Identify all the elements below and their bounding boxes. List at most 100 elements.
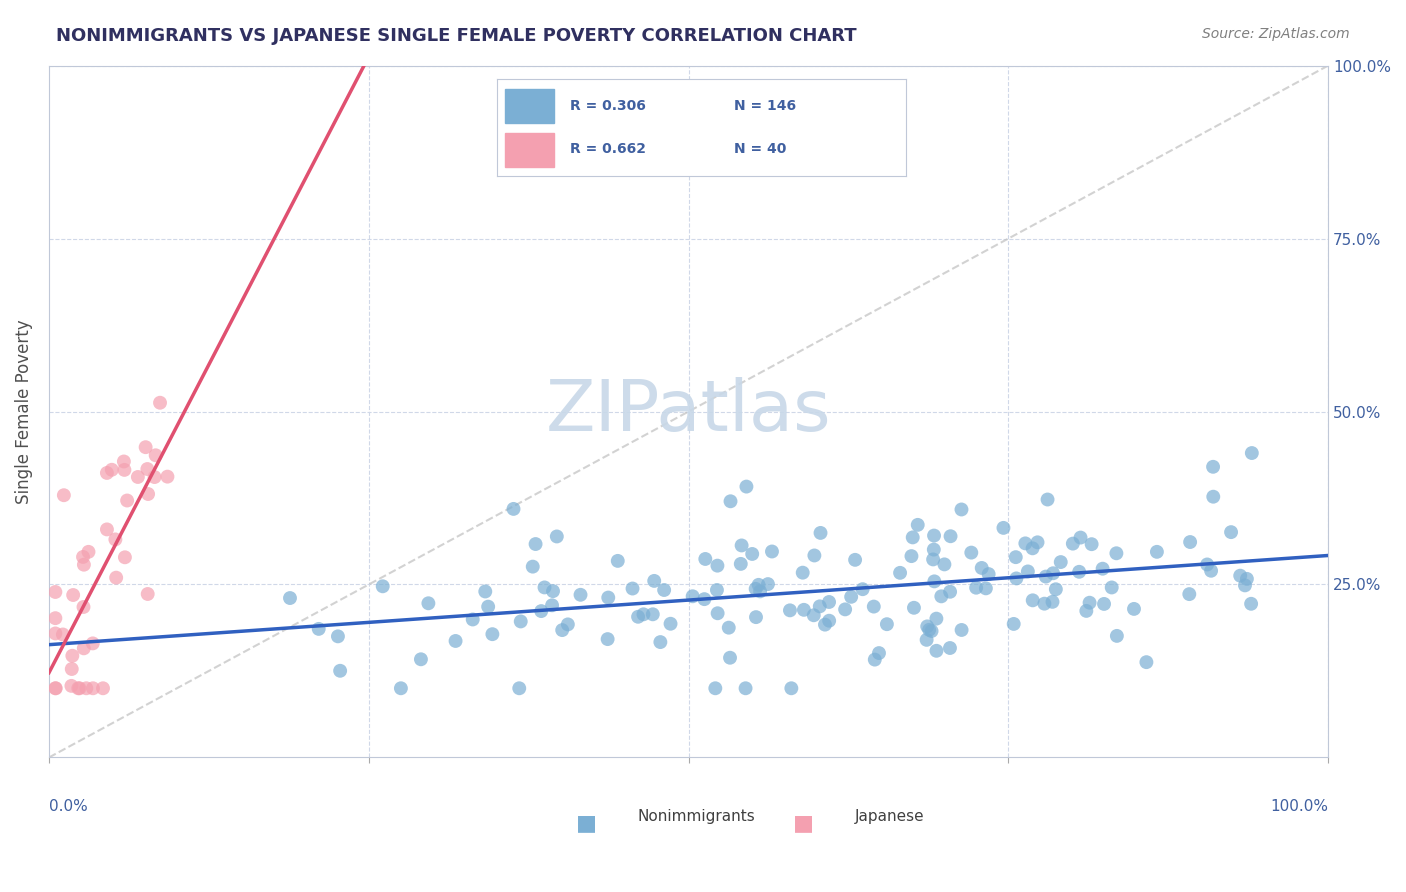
Point (1236, 572, 1258, 586)
Point (136, 462, 159, 476)
Point (756, 577, 779, 591)
Point (1078, 596, 1101, 610)
Y-axis label: Single Female Poverty: Single Female Poverty (15, 319, 32, 504)
Point (96, 523, 118, 537)
Point (1049, 555, 1071, 569)
Point (1069, 565, 1091, 579)
Point (1033, 597, 1056, 611)
Point (551, 623, 574, 637)
Point (633, 607, 655, 622)
Point (105, 571, 128, 585)
Point (481, 627, 503, 641)
Point (706, 607, 728, 621)
Point (717, 621, 740, 635)
Point (45, 681, 67, 696)
Point (82, 636, 104, 650)
Point (371, 579, 394, 593)
Point (993, 521, 1015, 535)
Point (730, 557, 752, 571)
Point (915, 619, 938, 633)
Point (1105, 546, 1128, 560)
Point (862, 599, 884, 614)
Point (682, 589, 704, 603)
Point (474, 584, 496, 599)
Point (706, 582, 728, 597)
Point (749, 584, 772, 599)
Point (706, 558, 728, 573)
Point (793, 603, 815, 617)
Point (308, 622, 330, 636)
Point (921, 624, 943, 638)
Point (1021, 541, 1043, 556)
Point (1105, 629, 1128, 643)
Point (735, 480, 758, 494)
Point (741, 547, 763, 561)
Point (156, 469, 179, 483)
Point (974, 582, 997, 596)
Text: Source: ZipAtlas.com: Source: ZipAtlas.com (1202, 27, 1350, 41)
Point (922, 542, 945, 557)
Point (101, 463, 124, 477)
Point (641, 607, 664, 622)
Point (977, 567, 1000, 582)
Point (1036, 492, 1059, 507)
Point (135, 440, 157, 454)
Point (44, 626, 66, 640)
Point (818, 614, 841, 628)
Point (52, 488, 75, 502)
Point (792, 566, 814, 580)
Point (918, 623, 941, 637)
Point (650, 635, 672, 649)
Point (509, 615, 531, 629)
Text: 100.0%: 100.0% (1270, 799, 1329, 814)
Point (779, 603, 801, 617)
Point (326, 629, 349, 643)
Point (73, 641, 96, 656)
Point (844, 553, 866, 567)
Point (606, 554, 628, 568)
Point (82, 681, 104, 696)
Point (1146, 545, 1168, 559)
Point (67, 681, 90, 696)
Point (477, 599, 499, 614)
Point (939, 584, 962, 599)
Point (598, 591, 620, 605)
Point (127, 470, 149, 484)
Point (136, 487, 159, 501)
Point (939, 640, 962, 655)
Point (1123, 602, 1146, 616)
Point (75, 681, 97, 696)
Point (659, 616, 682, 631)
Point (924, 574, 946, 589)
Text: NONIMMIGRANTS VS JAPANESE SINGLE FEMALE POVERTY CORRELATION CHART: NONIMMIGRANTS VS JAPANESE SINGLE FEMALE … (56, 27, 856, 45)
Point (903, 600, 925, 615)
Point (72, 549, 94, 564)
Point (627, 609, 650, 624)
Point (69, 681, 91, 696)
Point (818, 595, 841, 609)
Point (925, 644, 948, 658)
Point (329, 664, 352, 678)
Point (745, 610, 768, 624)
Point (1092, 597, 1115, 611)
Point (1014, 536, 1036, 550)
Point (761, 544, 783, 558)
Point (720, 494, 742, 508)
Point (143, 470, 166, 484)
Point (44, 681, 66, 696)
Point (889, 566, 911, 580)
Point (1220, 525, 1243, 540)
Point (1042, 595, 1064, 609)
Point (1202, 490, 1225, 504)
Point (730, 538, 752, 552)
Point (145, 448, 167, 462)
Point (104, 533, 127, 547)
Point (931, 590, 953, 604)
Point (915, 632, 938, 647)
Point (1076, 604, 1098, 618)
Point (1135, 655, 1157, 669)
Point (808, 599, 831, 614)
Point (1026, 535, 1049, 549)
Point (1045, 582, 1067, 597)
Point (1233, 578, 1256, 592)
